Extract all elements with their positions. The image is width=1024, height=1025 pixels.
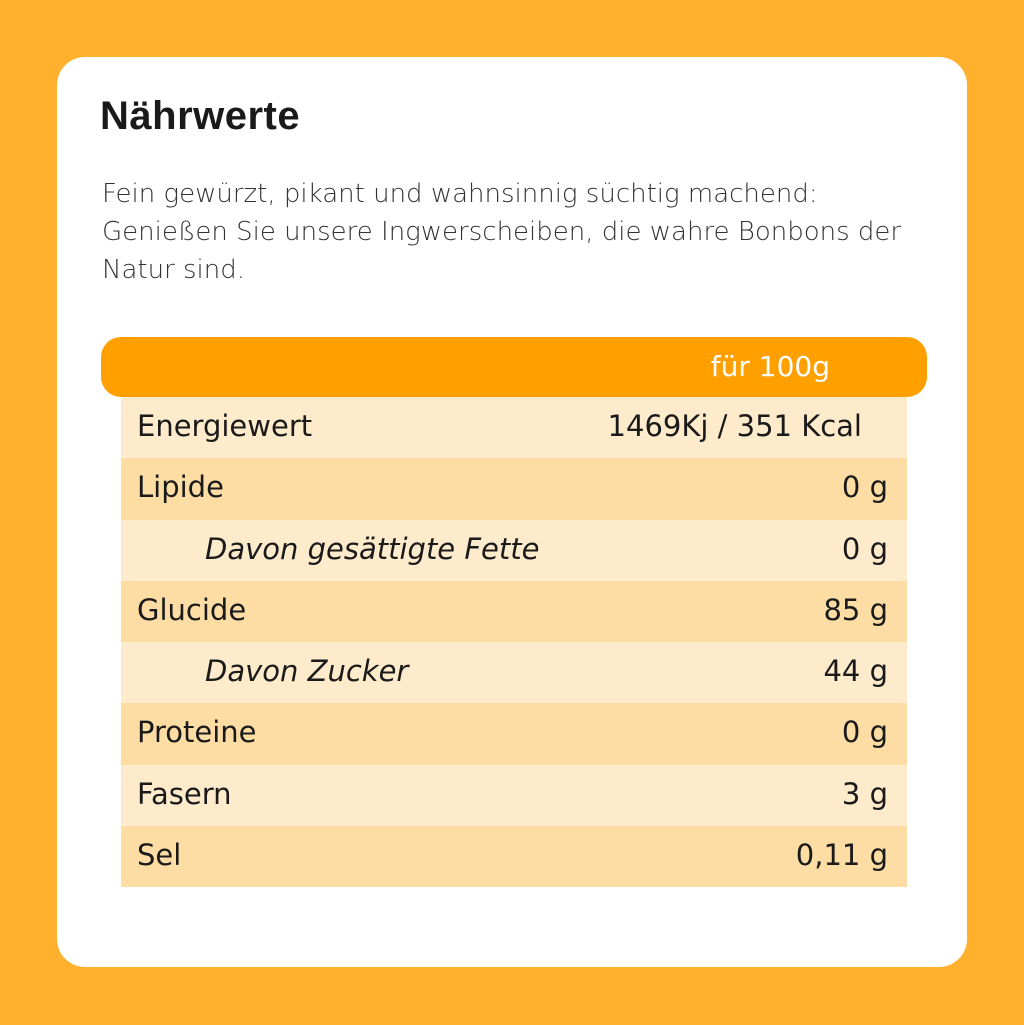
- table-row: Davon Zucker 44 g: [121, 642, 907, 704]
- row-label: Sel: [137, 838, 182, 873]
- row-label: Lipide: [137, 470, 224, 505]
- table-row: Proteine 0 g: [121, 703, 907, 765]
- table-row: Fasern 3 g: [121, 764, 907, 827]
- row-label: Glucide: [137, 592, 247, 627]
- table-header: für 100g: [101, 337, 927, 397]
- row-label: Davon Zucker: [205, 654, 409, 689]
- row-label: Proteine: [137, 715, 257, 750]
- row-value: 0,11 g: [795, 838, 888, 873]
- row-value: 0 g: [841, 531, 888, 566]
- table-row: Glucide 85 g: [121, 580, 907, 643]
- row-value: 1469Kj / 351 Kcal: [607, 409, 862, 443]
- row-value: 44 g: [823, 654, 888, 689]
- nutrition-table: Energiewert 1469Kj / 351 Kcal Lipide 0 g D…: [121, 397, 907, 888]
- table-row: Sel 0,11 g: [121, 826, 907, 888]
- row-value: 0 g: [841, 470, 888, 505]
- page-title: Nährwerte: [100, 94, 301, 138]
- row-value: 0 g: [841, 715, 888, 750]
- row-value: 85 g: [823, 592, 888, 627]
- table-row: Energiewert 1469Kj / 351 Kcal: [121, 397, 907, 459]
- per-100g-label: für 100g: [710, 350, 830, 383]
- row-label: Energiewert: [137, 409, 313, 443]
- table-row: Davon gesättigte Fette 0 g: [121, 519, 907, 581]
- row-label: Fasern: [137, 776, 232, 811]
- product-description: Fein gewürzt, pikant und wahnsinnig süch…: [102, 179, 902, 285]
- table-row: Lipide 0 g: [121, 458, 907, 520]
- row-value: 3 g: [841, 776, 888, 811]
- row-label: Davon gesättigte Fette: [205, 531, 540, 566]
